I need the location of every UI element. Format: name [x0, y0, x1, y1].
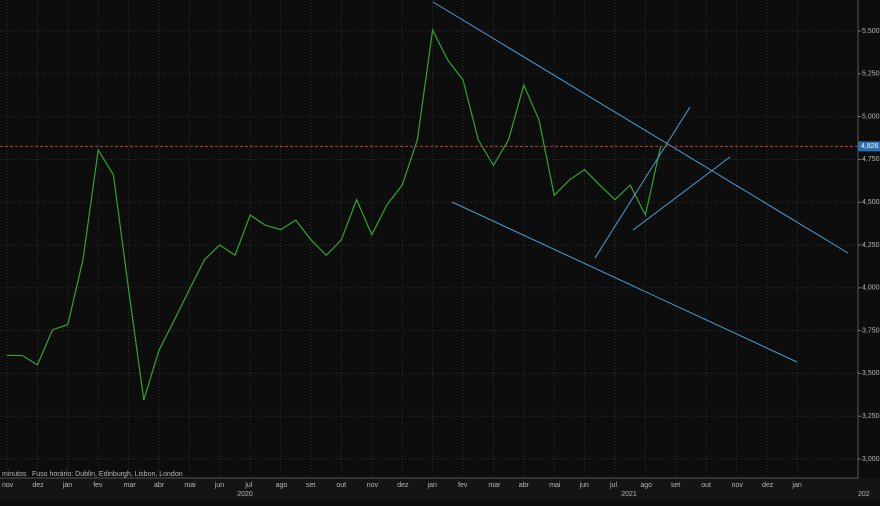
trend-line	[432, 1, 849, 254]
x-tick-label: ago	[276, 482, 288, 489]
y-tick-label: 4,500	[862, 199, 880, 206]
x-tick-label: mai	[184, 482, 196, 489]
x-tick-label: set	[671, 482, 680, 489]
x-tick-label: mar	[124, 482, 137, 489]
y-tick-label: 3,250	[862, 413, 880, 420]
last-price-label: 4,826	[861, 143, 879, 150]
y-tick-label: 5,500	[862, 28, 880, 35]
y-tick-label: 5,000	[862, 113, 880, 120]
grid	[0, 0, 858, 478]
x-tick-label: out	[701, 482, 711, 489]
x-tick-label: mar	[488, 482, 501, 489]
x-tick-label: dez	[32, 482, 44, 489]
interval-label: minutos	[2, 471, 27, 478]
x-tick-label: jul	[609, 482, 617, 489]
x-tick-label: ago	[640, 482, 652, 489]
x-tick-label: nov	[367, 482, 379, 489]
x-tick-label: jul	[244, 482, 252, 489]
y-tick-label: 4,750	[862, 156, 880, 163]
x-tick-label: fev	[458, 482, 468, 489]
year-label: 202	[858, 491, 870, 498]
x-axis-area	[0, 478, 880, 501]
trend-line	[451, 201, 798, 363]
y-tick-label: 4,250	[862, 242, 880, 249]
x-tick-label: nov	[2, 482, 14, 489]
trend-line	[594, 106, 691, 259]
year-label: 2020	[237, 491, 253, 498]
x-tick-label: jan	[427, 482, 437, 489]
y-tick-label: 5,250	[862, 71, 880, 78]
x-tick-label: out	[336, 482, 346, 489]
x-tick-label: jun	[579, 482, 589, 489]
y-tick-label: 3,500	[862, 370, 880, 377]
x-tick-label: jan	[62, 482, 72, 489]
y-tick-label: 3,000	[862, 456, 880, 463]
y-tick-label: 4,000	[862, 285, 880, 292]
x-tick-label: mai	[549, 482, 561, 489]
trend-lines	[432, 1, 849, 363]
last-price-box	[858, 141, 880, 152]
x-tick-label: set	[306, 482, 315, 489]
timezone-label: Fuso horário: Dublin, Edinburgh, Lisbon,…	[32, 471, 183, 478]
x-tick-label: fev	[93, 482, 103, 489]
x-tick-label: abr	[154, 482, 165, 489]
marks	[7, 28, 662, 401]
x-tick-label: dez	[762, 482, 774, 489]
x-tick-label: jun	[214, 482, 224, 489]
price-line	[7, 28, 662, 401]
x-tick-label: nov	[732, 482, 744, 489]
x-tick-label: abr	[519, 482, 530, 489]
y-tick-label: 3,750	[862, 327, 880, 334]
x-tick-label: jan	[791, 482, 801, 489]
trend-line	[632, 156, 731, 231]
year-label: 2021	[621, 491, 637, 498]
x-tick-label: dez	[397, 482, 409, 489]
